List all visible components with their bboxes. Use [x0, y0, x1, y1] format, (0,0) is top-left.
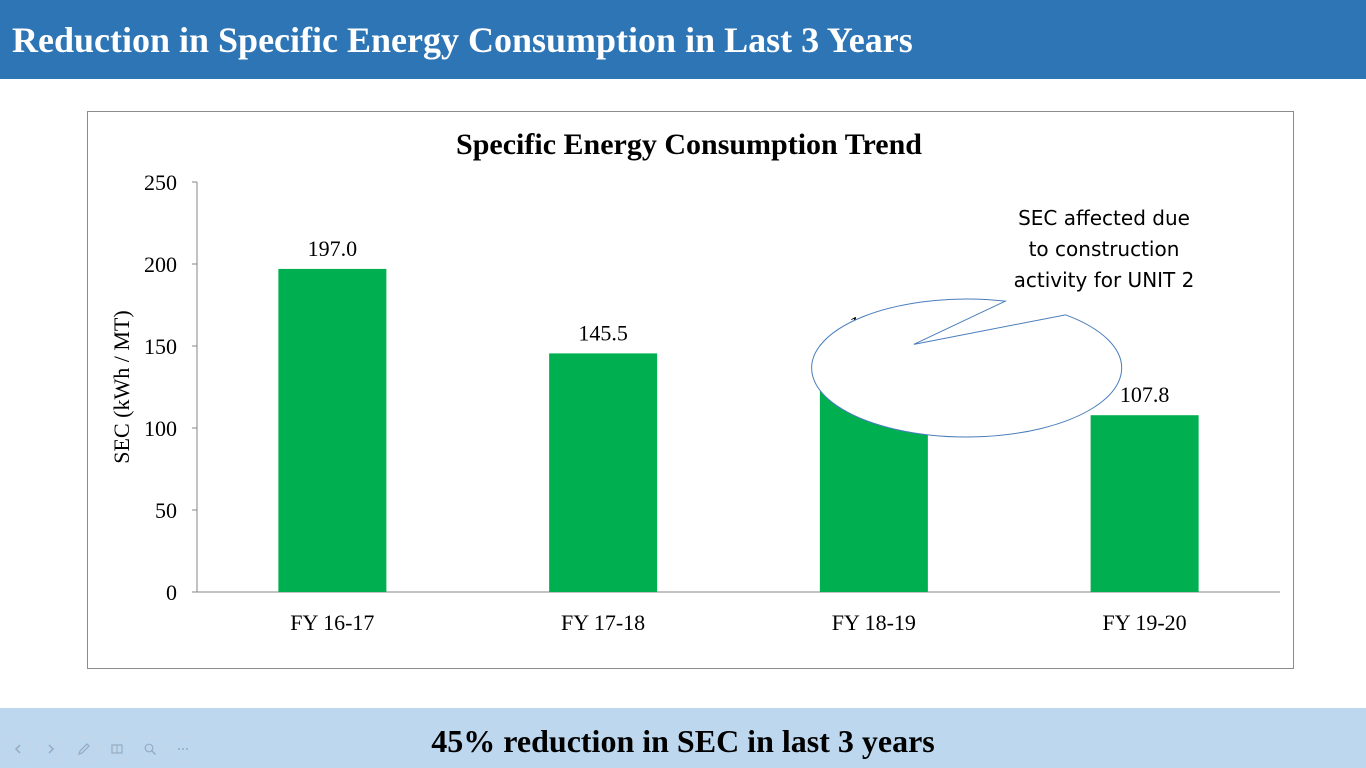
next-icon — [48, 744, 55, 754]
y-tick-label: 250 — [144, 170, 177, 195]
callout-text-line: to construction — [1029, 237, 1180, 261]
slideshow-nav-controls — [5, 736, 196, 766]
y-tick-label: 0 — [166, 580, 177, 605]
zoom-icon — [144, 743, 157, 756]
bar-data-label: 145.5 — [578, 320, 628, 345]
chart: Specific Energy Consumption Trend SEC (k… — [109, 128, 1280, 635]
chart-frame: Specific Energy Consumption Trend SEC (k… — [87, 111, 1294, 669]
slide-title: Reduction in Specific Energy Consumption… — [12, 20, 913, 60]
slide-header: Reduction in Specific Energy Consumption… — [0, 0, 1366, 79]
footer-summary: 45% reduction in SEC in last 3 years — [431, 723, 935, 759]
see-all-slides-button[interactable] — [104, 736, 130, 762]
chart-title: Specific Energy Consumption Trend — [456, 128, 922, 161]
x-tick-label: FY 17-18 — [561, 610, 645, 635]
y-tick-label: 50 — [155, 498, 177, 523]
more-icon — [178, 748, 188, 750]
annotation-callout: SEC affected due to construction activity … — [811, 206, 1195, 438]
y-axis-label: SEC (kWh / MT) — [109, 310, 134, 463]
bar-fy-19-20 — [1090, 415, 1199, 592]
next-slide-button[interactable] — [38, 736, 64, 762]
previous-icon — [14, 744, 21, 754]
bar-data-label: 197.0 — [308, 236, 358, 261]
zoom-button[interactable] — [137, 736, 163, 762]
slides-icon — [111, 744, 123, 754]
more-options-button[interactable] — [170, 736, 196, 762]
callout-bubble — [811, 298, 1123, 438]
y-tick-label: 150 — [144, 334, 177, 359]
previous-slide-button[interactable] — [5, 736, 31, 762]
bar-fy-17-18 — [549, 353, 658, 592]
x-labels: FY 16-17 FY 17-18 FY 18-19 FY 19-20 — [290, 610, 1186, 635]
callout-text-line: activity for UNIT 2 — [1014, 268, 1195, 292]
pen-tool-button[interactable] — [71, 736, 97, 762]
pen-icon — [78, 743, 90, 755]
x-tick-label: FY 16-17 — [290, 610, 374, 635]
y-tick-label: 200 — [144, 252, 177, 277]
y-ticks: 0 50 100 150 200 250 — [144, 170, 197, 605]
x-tick-label: FY 19-20 — [1103, 610, 1187, 635]
bar-data-label: 107.8 — [1120, 382, 1170, 407]
slide-footer: 45% reduction in SEC in last 3 years — [0, 708, 1366, 768]
callout-text-line: SEC affected due — [1018, 206, 1190, 230]
bar-fy-16-17 — [278, 268, 387, 592]
x-tick-label: FY 18-19 — [832, 610, 916, 635]
y-tick-label: 100 — [144, 416, 177, 441]
